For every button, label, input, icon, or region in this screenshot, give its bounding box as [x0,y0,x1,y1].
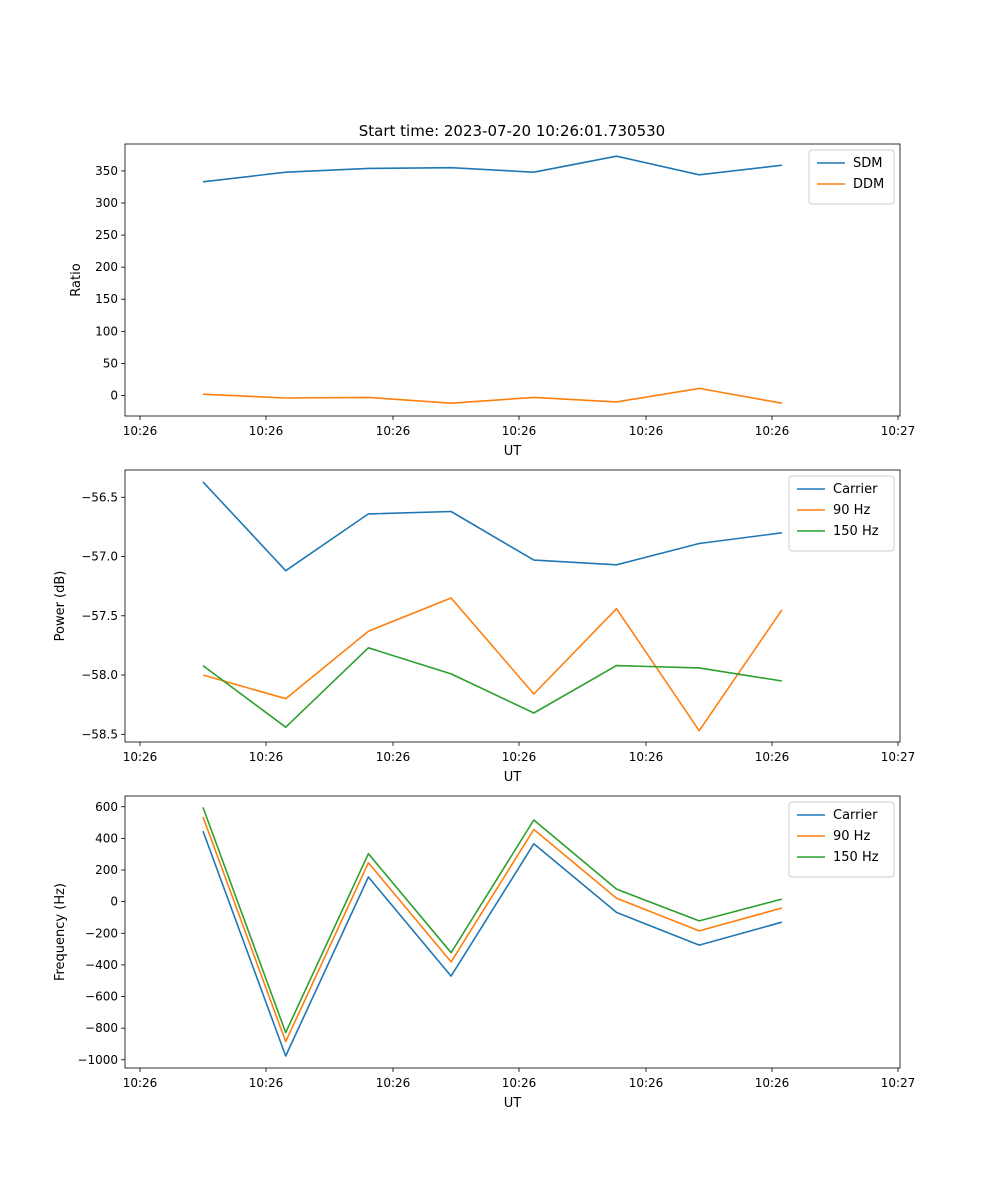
legend-label: 150 Hz [833,524,879,539]
figure-title: Start time: 2023-07-20 10:26:01.730530 [359,122,665,140]
y-tick-label: 0 [110,388,118,402]
x-tick-label: 10:26 [629,750,664,764]
y-tick-label: 0 [110,895,118,909]
x-tick-label: 10:27 [881,750,916,764]
legend-label: 90 Hz [833,829,870,844]
axes-frame [124,143,901,417]
y-tick-label: −200 [85,926,118,940]
y-tick-label: −56.5 [81,490,118,504]
y-tick-label: 50 [103,356,118,370]
legend-box [788,475,895,552]
x-tick-label: 10:26 [755,1076,790,1090]
legend-box [788,801,895,878]
y-tick-label: −57.0 [81,550,118,564]
y-tick-label: 150 [95,292,118,306]
y-axis-label: Frequency (Hz) [53,883,68,981]
y-tick-label: −1000 [77,1053,118,1067]
x-tick-label: 10:26 [249,750,284,764]
x-tick-label: 10:26 [629,1076,664,1090]
x-tick-label: 10:27 [881,424,916,438]
legend-label: Carrier [833,808,878,823]
legend-label: SDM [853,156,882,171]
series-line-90-hz [202,816,783,1043]
y-tick-label: 200 [95,260,118,274]
y-tick-label: −57.5 [81,609,118,623]
series-line-ddm [202,387,783,405]
series-line-carrier [202,481,783,572]
y-tick-label: 100 [95,324,118,338]
x-tick-label: 10:26 [502,424,537,438]
chart-panel-2: 10:26 10:26 10:26 10:26 10:26 10:26 10:27 −56.5… [53,469,916,785]
series-line-carrier [202,830,783,1057]
x-tick-label: 10:26 [123,750,158,764]
legend-label: Carrier [833,482,878,497]
y-tick-label: 300 [95,196,118,210]
x-axis-label: UT [504,770,522,785]
series-line-150-hz [202,646,783,729]
x-tick-label: 10:26 [502,1076,537,1090]
x-tick-label: 10:26 [123,1076,158,1090]
series-line-90-hz [202,597,783,732]
y-tick-label: −600 [85,990,118,1004]
x-tick-label: 10:26 [755,750,790,764]
x-tick-label: 10:26 [249,1076,284,1090]
y-tick-label: 200 [95,863,118,877]
axes-frame [124,795,901,1069]
x-tick-label: 10:26 [376,424,411,438]
axes-frame [124,469,901,743]
x-tick-label: 10:26 [376,750,411,764]
chart-panel-1: 10:26 10:26 10:26 10:26 10:26 10:26 10:27 0 50 10… [69,143,916,459]
x-tick-label: 10:26 [123,424,158,438]
y-tick-label: −400 [85,958,118,972]
y-tick-label: −58.0 [81,668,118,682]
chart-panel-3: 10:26 10:26 10:26 10:26 10:26 10:26 10:27 600 40… [53,795,916,1111]
x-tick-label: 10:26 [376,1076,411,1090]
y-axis-label: Power (dB) [53,571,68,642]
y-axis-label: Ratio [69,263,84,296]
legend-label: 90 Hz [833,503,870,518]
x-tick-label: 10:26 [502,750,537,764]
legend-label: 150 Hz [833,850,879,865]
legend-label: DDM [853,177,884,192]
x-axis-label: UT [504,1096,522,1111]
y-tick-label: 350 [95,164,118,178]
x-tick-label: 10:26 [249,424,284,438]
x-tick-label: 10:27 [881,1076,916,1090]
x-axis-label: UT [504,444,522,459]
y-tick-label: 400 [95,831,118,845]
y-tick-label: −58.5 [81,727,118,741]
series-line-sdm [202,155,782,183]
y-tick-label: −800 [85,1021,118,1035]
y-tick-label: 600 [95,800,118,814]
x-tick-label: 10:26 [629,424,664,438]
x-tick-label: 10:26 [755,424,790,438]
y-tick-label: 250 [95,228,118,242]
series-line-150-hz [202,807,783,1034]
